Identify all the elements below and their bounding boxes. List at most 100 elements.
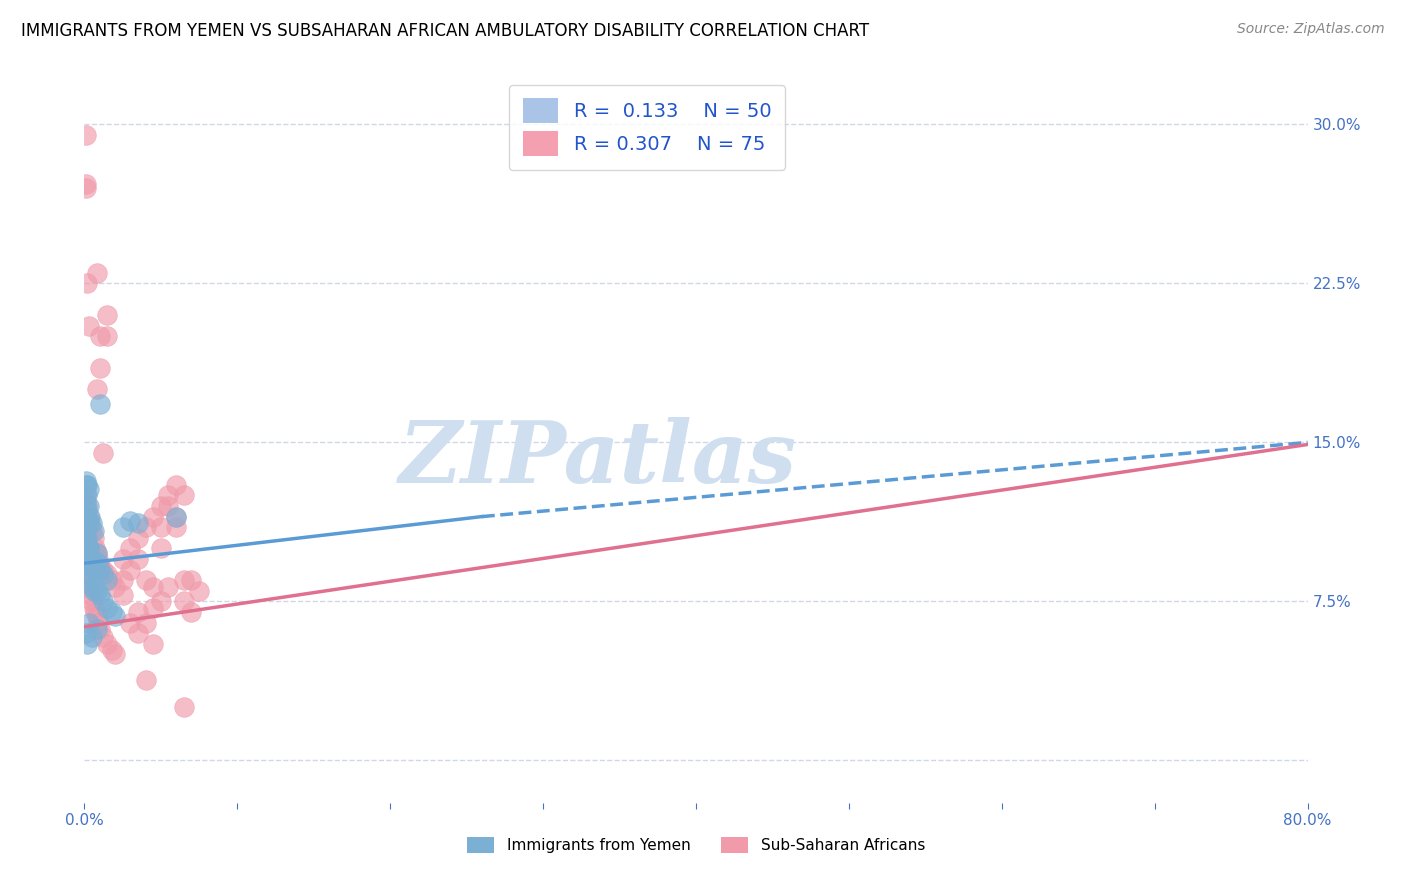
Point xyxy=(101,643,124,657)
Text: IMMIGRANTS FROM YEMEN VS SUBSAHARAN AFRICAN AMBULATORY DISABILITY CORRELATION CH: IMMIGRANTS FROM YEMEN VS SUBSAHARAN AFRI… xyxy=(21,22,869,40)
Point xyxy=(96,573,118,587)
Point xyxy=(135,615,157,630)
Point xyxy=(83,558,105,573)
Point xyxy=(127,626,149,640)
Point xyxy=(96,329,118,343)
Point xyxy=(120,615,142,630)
Point xyxy=(173,700,195,714)
Point xyxy=(104,580,127,594)
Point xyxy=(157,580,180,594)
Point xyxy=(76,573,98,587)
Point xyxy=(76,531,98,545)
Point xyxy=(111,588,134,602)
Point xyxy=(86,546,108,560)
Point xyxy=(76,558,98,573)
Point xyxy=(142,637,165,651)
Point xyxy=(120,541,142,556)
Point xyxy=(76,488,98,502)
Text: Source: ZipAtlas.com: Source: ZipAtlas.com xyxy=(1237,22,1385,37)
Point xyxy=(75,537,97,551)
Point xyxy=(173,488,195,502)
Point xyxy=(84,541,107,556)
Point xyxy=(76,537,98,551)
Point xyxy=(76,509,98,524)
Point xyxy=(96,308,118,322)
Point xyxy=(91,631,114,645)
Point xyxy=(89,558,111,573)
Point xyxy=(84,605,107,619)
Point xyxy=(79,588,101,602)
Point xyxy=(83,524,105,539)
Point xyxy=(79,509,101,524)
Point xyxy=(165,520,187,534)
Point xyxy=(75,626,97,640)
Point xyxy=(127,605,149,619)
Point xyxy=(80,516,103,530)
Point xyxy=(127,552,149,566)
Point xyxy=(180,605,202,619)
Point xyxy=(96,637,118,651)
Point xyxy=(76,277,98,291)
Point xyxy=(157,488,180,502)
Point xyxy=(135,673,157,687)
Text: ZIPatlas: ZIPatlas xyxy=(399,417,797,500)
Point xyxy=(75,181,97,195)
Point xyxy=(91,566,114,581)
Point xyxy=(89,329,111,343)
Point xyxy=(86,609,108,624)
Point xyxy=(79,571,101,585)
Point xyxy=(135,520,157,534)
Point xyxy=(86,622,108,636)
Point xyxy=(83,583,105,598)
Point xyxy=(80,594,103,608)
Point xyxy=(173,573,195,587)
Point xyxy=(75,488,97,502)
Point xyxy=(79,516,101,530)
Point xyxy=(77,615,100,630)
Point xyxy=(77,566,100,581)
Point xyxy=(91,446,114,460)
Point xyxy=(104,648,127,662)
Point xyxy=(75,128,97,142)
Point xyxy=(91,563,114,577)
Point xyxy=(86,383,108,397)
Point xyxy=(76,499,98,513)
Point xyxy=(149,520,172,534)
Point xyxy=(89,622,111,636)
Point xyxy=(173,594,195,608)
Point xyxy=(111,520,134,534)
Point xyxy=(77,541,100,556)
Point xyxy=(96,566,118,581)
Point xyxy=(157,499,180,513)
Point xyxy=(80,580,103,594)
Point xyxy=(84,563,107,577)
Point xyxy=(75,177,97,191)
Point xyxy=(84,580,107,594)
Point xyxy=(165,477,187,491)
Point xyxy=(79,549,101,564)
Point xyxy=(77,516,100,530)
Point xyxy=(142,580,165,594)
Point xyxy=(87,615,110,630)
Point xyxy=(87,552,110,566)
Point xyxy=(120,514,142,528)
Point xyxy=(188,583,211,598)
Point xyxy=(77,318,100,333)
Point xyxy=(96,600,118,615)
Point xyxy=(76,637,98,651)
Point xyxy=(89,588,111,602)
Point xyxy=(77,580,100,594)
Point xyxy=(180,573,202,587)
Point xyxy=(77,499,100,513)
Point xyxy=(76,477,98,491)
Point xyxy=(149,594,172,608)
Point xyxy=(83,531,105,545)
Point xyxy=(149,499,172,513)
Point xyxy=(75,563,97,577)
Point xyxy=(104,609,127,624)
Point xyxy=(127,531,149,545)
Point xyxy=(89,563,111,577)
Point xyxy=(80,524,103,539)
Point xyxy=(76,503,98,517)
Point xyxy=(120,563,142,577)
